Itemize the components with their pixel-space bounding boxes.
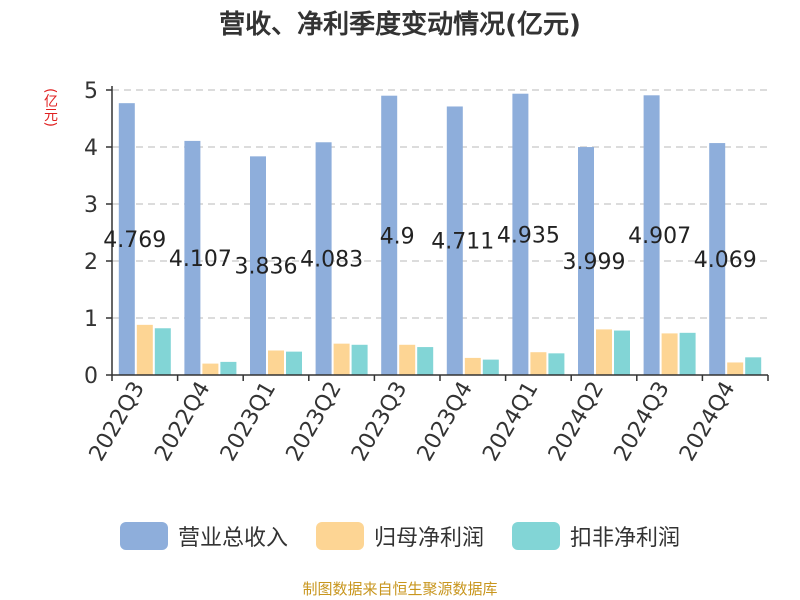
data-source-note: 制图数据来自恒生聚源数据库 bbox=[302, 580, 498, 598]
revenue-data-label: 4.107 bbox=[169, 247, 232, 272]
legend-label-net-profit: 归母净利润 bbox=[373, 526, 484, 551]
legend-swatch-deducted-net-profit bbox=[512, 522, 560, 550]
revenue-data-label: 4.935 bbox=[497, 223, 560, 248]
legend-item-deducted-net-profit[interactable]: 扣非净利润 bbox=[512, 520, 680, 552]
bar-revenue bbox=[381, 95, 398, 375]
bar-net-profit bbox=[727, 362, 744, 375]
y-tick-label: 1 bbox=[84, 307, 98, 332]
legend-swatch-net-profit bbox=[315, 522, 364, 550]
x-tick-label: 2022Q4 bbox=[150, 378, 215, 466]
revenue-data-label: 4.769 bbox=[103, 228, 166, 253]
y-tick-label: 3 bbox=[84, 193, 98, 218]
revenue-data-label: 4.711 bbox=[431, 230, 494, 255]
bar-revenue bbox=[118, 103, 135, 376]
y-tick-label: 0 bbox=[84, 364, 98, 389]
x-tick-label: 2023Q3 bbox=[347, 378, 412, 466]
legend-item-revenue[interactable]: 营业总收入 bbox=[119, 520, 288, 552]
bar-revenue bbox=[250, 156, 266, 375]
revenue-data-label: 4.083 bbox=[300, 248, 363, 273]
legend-item-net-profit[interactable]: 归母净利润 bbox=[315, 520, 484, 552]
bar-deducted-net-profit bbox=[286, 351, 302, 375]
bar-deducted-net-profit bbox=[482, 359, 499, 375]
revenue-data-label: 4.069 bbox=[694, 248, 757, 273]
bar-deducted-net-profit bbox=[351, 344, 368, 375]
bar-revenue bbox=[578, 147, 594, 375]
bar-net-profit bbox=[202, 363, 219, 375]
revenue-data-label: 4.907 bbox=[628, 224, 691, 249]
chart-title: 营收、净利季度变动情况(亿元) bbox=[219, 10, 581, 40]
legend-swatch-revenue bbox=[119, 522, 168, 550]
legend-label-revenue: 营业总收入 bbox=[177, 526, 288, 551]
revenue-data-label: 3.836 bbox=[235, 255, 298, 280]
bar-deducted-net-profit bbox=[679, 332, 696, 375]
bar-net-profit bbox=[464, 357, 481, 375]
legend-label-deducted-net-profit: 扣非净利润 bbox=[570, 526, 681, 551]
bar-deducted-net-profit bbox=[220, 361, 237, 375]
bar-net-profit bbox=[333, 343, 350, 375]
chart-legend: 营业总收入 归母净利润 扣非净利润 bbox=[0, 518, 800, 554]
bar-chart: 0 1 2 3 4 5 2022Q3 2022Q4 2023Q1 2023Q2 2023Q3 2023… bbox=[84, 79, 769, 466]
y-tick-label: 2 bbox=[84, 250, 98, 275]
bar-net-profit bbox=[268, 350, 284, 375]
y-tick-label: 4 bbox=[84, 136, 98, 161]
bar-deducted-net-profit bbox=[417, 347, 434, 375]
x-tick-label: 2023Q1 bbox=[216, 378, 281, 466]
x-tick-label: 2024Q4 bbox=[675, 378, 740, 466]
x-tick-label: 2022Q3 bbox=[85, 378, 150, 466]
y-tick-label: 5 bbox=[84, 79, 98, 104]
bar-net-profit bbox=[661, 333, 678, 375]
bar-net-profit bbox=[399, 344, 416, 375]
x-tick-label: 2024Q1 bbox=[478, 378, 543, 466]
bar-deducted-net-profit bbox=[548, 353, 565, 375]
bar-revenue bbox=[709, 143, 726, 375]
bar-net-profit bbox=[530, 352, 547, 375]
x-tick-label: 2023Q2 bbox=[281, 378, 346, 466]
bar-revenue bbox=[315, 142, 332, 375]
bar-revenue bbox=[446, 106, 463, 376]
revenue-data-label: 4.9 bbox=[380, 224, 415, 249]
revenue-data-label: 3.999 bbox=[563, 250, 626, 275]
x-tick-label: 2024Q2 bbox=[544, 378, 609, 466]
bar-net-profit bbox=[136, 324, 153, 375]
bar-revenue bbox=[184, 140, 201, 375]
bar-deducted-net-profit bbox=[745, 357, 762, 375]
bar-revenue bbox=[512, 93, 529, 375]
bar-net-profit bbox=[596, 329, 612, 375]
bar-deducted-net-profit bbox=[154, 328, 171, 375]
x-tick-label: 2024Q3 bbox=[609, 378, 674, 466]
y-axis-unit-label: (亿元) bbox=[42, 88, 58, 127]
bar-deducted-net-profit bbox=[614, 330, 630, 375]
x-tick-label: 2023Q4 bbox=[413, 378, 478, 466]
bar-revenue bbox=[643, 95, 660, 376]
